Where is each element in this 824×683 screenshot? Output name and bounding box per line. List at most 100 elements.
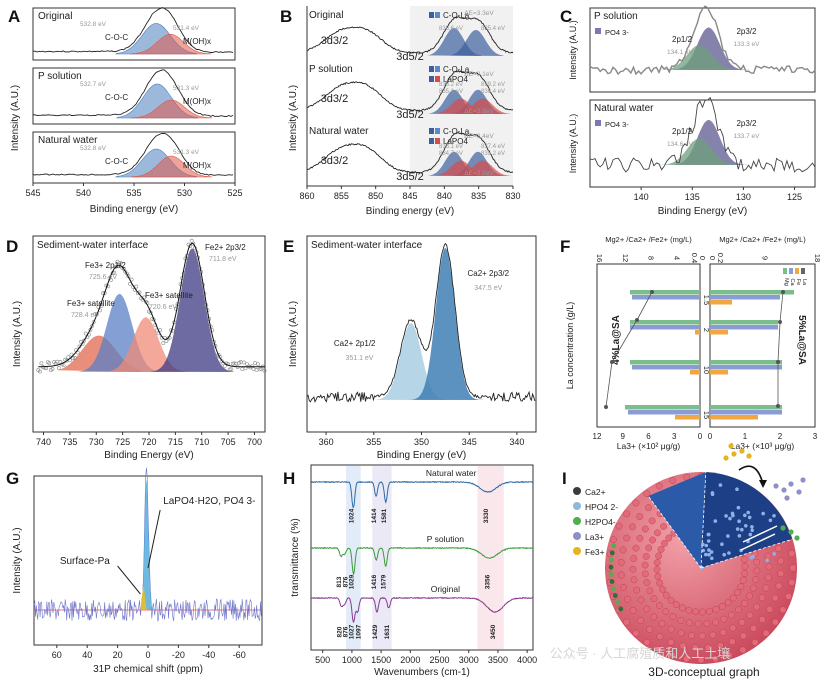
inner-ion — [744, 524, 748, 528]
shell-bead — [762, 584, 770, 592]
data-point — [121, 266, 126, 271]
data-point — [173, 306, 178, 311]
shell-bead — [617, 559, 625, 566]
spectrum-line — [306, 16, 514, 54]
surface-ion — [615, 599, 621, 605]
shell-bead — [615, 522, 623, 530]
subplot-title: P solution — [309, 64, 353, 75]
peak-label: C-O-C — [105, 33, 128, 42]
shell-bead — [749, 584, 757, 592]
top-tick-label: 0 — [708, 256, 717, 260]
shell-bead — [619, 546, 627, 554]
orbital-label: 3d5/2 — [396, 51, 424, 63]
bar — [710, 370, 728, 375]
peak-label: Ca2+ 2p3/2 — [467, 269, 509, 278]
band-label: 820 — [336, 626, 343, 637]
inner-ion — [707, 552, 711, 557]
x-tick-label: 740 — [36, 437, 51, 447]
subplot-title: Natural water — [309, 126, 369, 137]
legend-swatch — [429, 66, 434, 72]
shell-bead — [706, 607, 713, 615]
x-tick-label: 2500 — [430, 655, 450, 665]
x-tick-label: 2000 — [400, 655, 420, 665]
shell-bead — [637, 596, 645, 604]
legend-marker — [573, 517, 581, 525]
data-point — [245, 362, 250, 367]
top-axis-label: Mg2+ /Ca2+ /Fe2+ (mg/L) — [605, 235, 692, 244]
flow-arrowhead — [759, 480, 767, 488]
data-point — [61, 363, 66, 368]
data-point — [229, 367, 234, 372]
fit-peak — [449, 30, 504, 56]
y-axis-label: transmittance (%) — [290, 518, 301, 596]
inner-ion — [761, 511, 765, 516]
band-label: 1027 — [348, 624, 355, 639]
x-tick-label: 545 — [25, 188, 40, 198]
spectrum-line — [32, 69, 234, 117]
bar — [630, 320, 700, 325]
inner-ion — [724, 514, 728, 518]
shell-bead — [659, 585, 666, 593]
bar — [710, 290, 794, 295]
data-point — [71, 356, 76, 361]
x-tick-label: 125 — [787, 192, 802, 202]
shell-bead — [636, 534, 644, 542]
x-axis-label: 31P chemical shift (ppm) — [93, 664, 203, 675]
shell-bead — [679, 642, 687, 650]
data-point — [112, 270, 117, 275]
subplot-title: 4%La@SA — [611, 315, 622, 365]
peak-energy: 720.6 eV — [149, 304, 177, 311]
legend-swatch — [595, 28, 601, 34]
annotation-label: LaPO4·H2O, PO4 3- — [163, 496, 255, 507]
legend-label: C-O-La — [443, 11, 470, 20]
band-label: 1029 — [349, 574, 356, 589]
shell-bead — [728, 638, 736, 645]
shell-bead — [669, 477, 676, 484]
shell-bead — [667, 638, 675, 646]
ftir-line — [310, 480, 534, 508]
h2po4-ion — [794, 535, 800, 541]
highlight-band — [346, 466, 361, 649]
x-tick-label: 1000 — [342, 655, 362, 665]
inner-ion — [713, 519, 718, 523]
surface-ion — [609, 550, 615, 556]
inner-ion — [751, 554, 755, 559]
legend-swatch — [429, 76, 434, 82]
orbital-label: 3d3/2 — [321, 93, 349, 105]
legend-swatch — [801, 268, 805, 274]
band-label: 1024 — [348, 508, 355, 523]
subplot-frame — [596, 263, 701, 428]
peak-energy: 134.1 eV — [667, 49, 694, 56]
data-point — [72, 355, 77, 360]
bar — [630, 360, 700, 365]
shell-bead — [741, 570, 749, 577]
shell-bead — [655, 552, 663, 560]
y-axis-label: Intensity (A.U.) — [568, 114, 578, 174]
inner-ion — [726, 534, 730, 538]
legend-swatch — [429, 138, 434, 144]
band-label: 1416 — [371, 574, 378, 589]
ftir-line — [310, 596, 534, 624]
data-point — [227, 367, 232, 372]
inner-ion — [707, 548, 711, 552]
ftir-line — [310, 546, 533, 576]
shell-bead — [629, 523, 636, 531]
shell-bead — [641, 525, 649, 533]
peak-label: Fe3+ 2p1/2 — [85, 261, 126, 270]
legend-label: Ca2+ — [585, 487, 606, 497]
fe-ion — [746, 453, 752, 459]
peak-label: 2p1/2 — [672, 127, 693, 136]
shell-bead — [610, 536, 617, 543]
data-point — [240, 367, 245, 372]
inner-ion — [743, 513, 747, 518]
shell-bead — [735, 606, 742, 613]
x-tick-label: 860 — [299, 191, 314, 201]
band-label: 3356 — [485, 574, 492, 589]
shell-bead — [643, 579, 651, 586]
x-tick-label: 4000 — [517, 655, 537, 665]
surface-ion — [611, 586, 616, 591]
y-axis-label: Intensity (A.U.) — [288, 85, 299, 151]
x-tick-label: 705 — [221, 437, 236, 447]
inner-ion — [710, 556, 714, 561]
peak-energy: 835.2 eV — [481, 151, 505, 157]
